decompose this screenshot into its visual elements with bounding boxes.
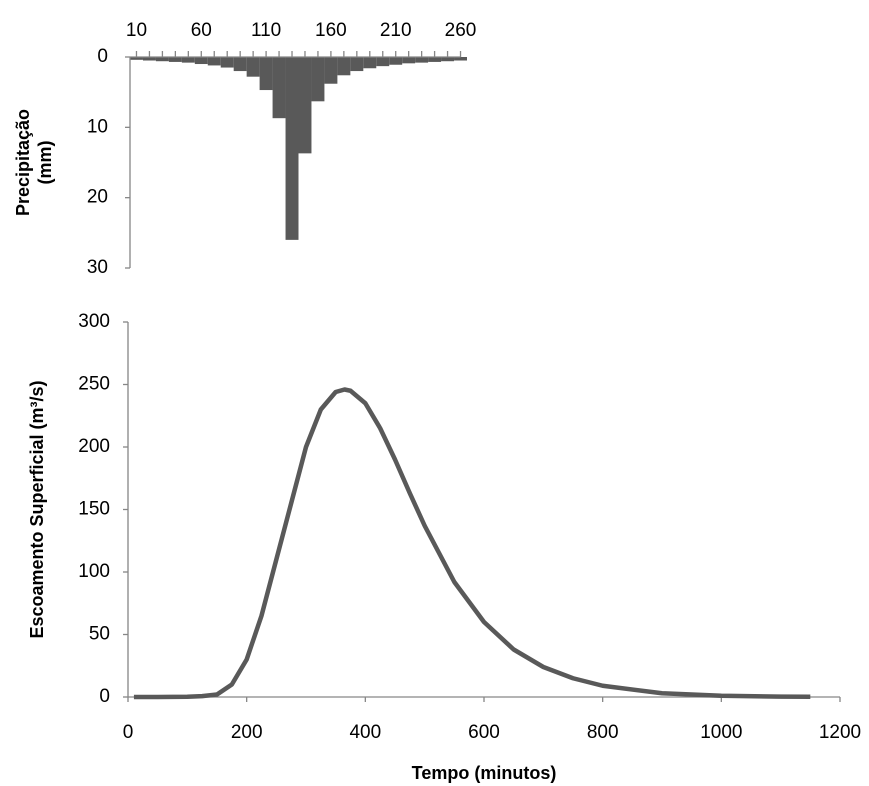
y-tick-label: 0 bbox=[99, 686, 110, 707]
x-tick-label: 160 bbox=[315, 20, 347, 41]
y-axis-label: Escoamento Superficial (m³/s) bbox=[27, 380, 47, 638]
line bbox=[133, 387, 811, 700]
bar bbox=[272, 57, 286, 119]
x-tick-label: 1200 bbox=[819, 722, 861, 743]
x-tick-label: 600 bbox=[468, 722, 500, 743]
bar bbox=[441, 57, 455, 62]
y-tick-label: 10 bbox=[87, 116, 108, 137]
x-tick-label: 800 bbox=[587, 722, 619, 743]
x-tick-label: 1000 bbox=[700, 722, 742, 743]
x-tick-label: 400 bbox=[349, 722, 381, 743]
bar bbox=[415, 57, 429, 63]
bar bbox=[181, 57, 195, 63]
x-tick-label: 60 bbox=[191, 20, 212, 41]
bar bbox=[194, 57, 208, 65]
bar bbox=[428, 57, 442, 62]
x-tick-label: 200 bbox=[231, 722, 263, 743]
bar bbox=[259, 57, 273, 91]
x-tick-label: 210 bbox=[380, 20, 412, 41]
y-tick-label: 50 bbox=[89, 624, 110, 645]
x-tick-label: 260 bbox=[445, 20, 477, 41]
bar bbox=[285, 57, 299, 240]
bar bbox=[207, 57, 221, 66]
y-tick-label: 30 bbox=[87, 257, 108, 278]
bar bbox=[298, 57, 312, 154]
y-tick-label: 100 bbox=[78, 561, 110, 582]
bar bbox=[311, 57, 325, 102]
x-tick-label: 110 bbox=[251, 20, 281, 41]
y-tick-label: 0 bbox=[97, 46, 108, 67]
bar bbox=[363, 57, 377, 69]
y-tick-label: 300 bbox=[78, 311, 110, 332]
x-axis-label: Tempo (minutos) bbox=[412, 763, 557, 783]
bar bbox=[389, 57, 403, 65]
bar bbox=[246, 57, 260, 77]
x-tick-label: 10 bbox=[126, 20, 147, 41]
y-axis-label: Precipitação bbox=[13, 109, 33, 216]
bar bbox=[350, 57, 364, 72]
bar bbox=[337, 57, 351, 76]
bar bbox=[168, 57, 182, 62]
bar bbox=[130, 57, 143, 60]
bar bbox=[142, 57, 156, 61]
y-tick-label: 20 bbox=[87, 187, 108, 208]
y-tick-label: 250 bbox=[78, 374, 110, 395]
bar bbox=[324, 57, 338, 84]
bar bbox=[402, 57, 416, 64]
bar bbox=[220, 57, 234, 68]
bar bbox=[155, 57, 169, 62]
bar bbox=[233, 57, 247, 72]
y-tick-label: 200 bbox=[78, 436, 110, 457]
bar bbox=[454, 57, 467, 61]
bar bbox=[376, 57, 390, 67]
x-tick-label: 0 bbox=[123, 722, 134, 743]
y-tick-label: 150 bbox=[78, 499, 110, 520]
y-axis-label: (mm) bbox=[35, 140, 55, 184]
